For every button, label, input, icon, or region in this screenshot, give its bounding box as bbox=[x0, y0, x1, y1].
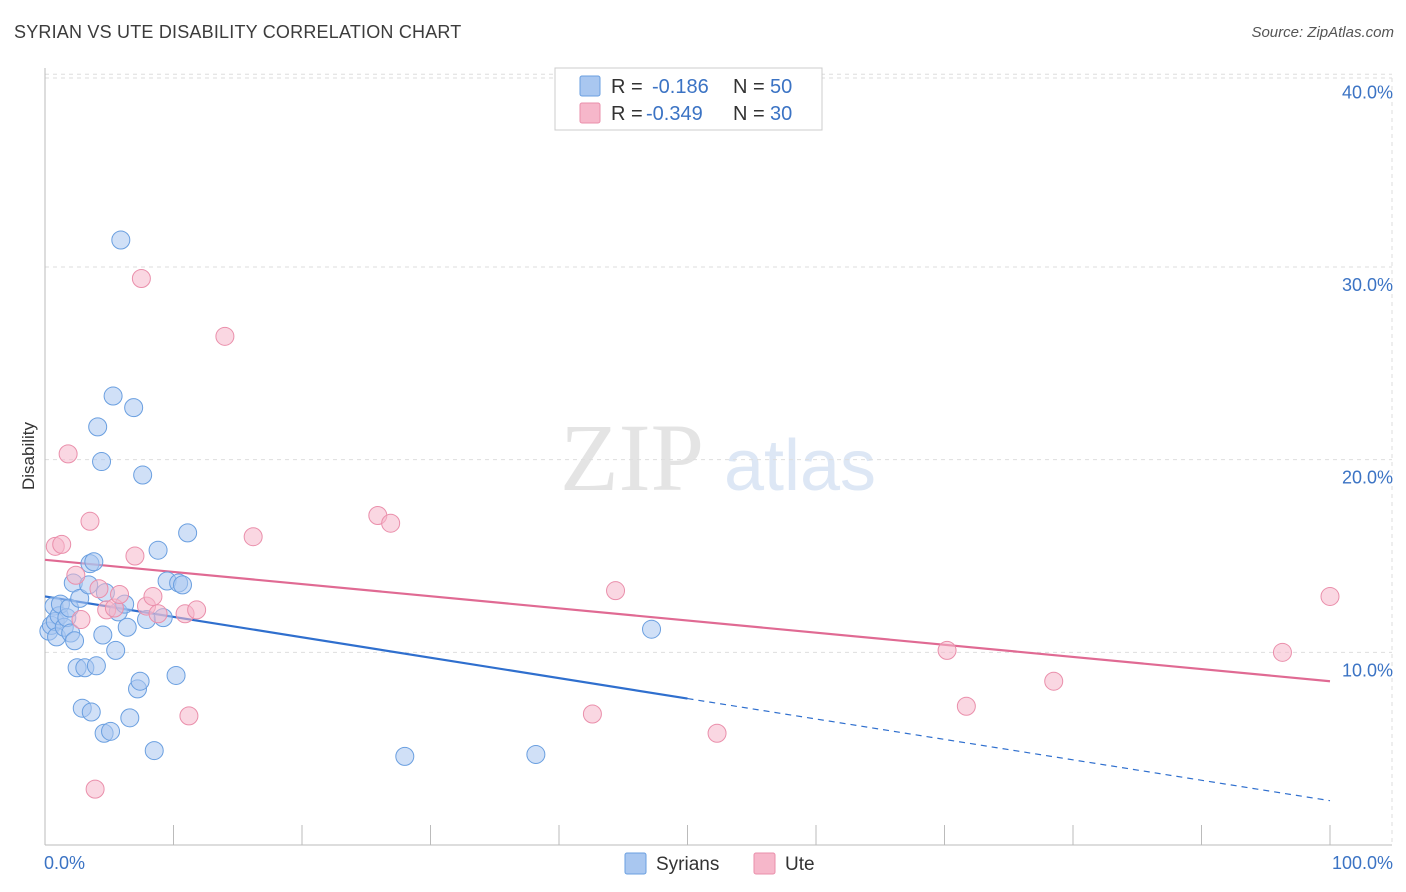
y-tick-label: 10.0% bbox=[1342, 660, 1393, 680]
point-ute bbox=[607, 582, 625, 600]
bottom-legend-label-syrians: Syrians bbox=[656, 854, 719, 875]
point-ute bbox=[67, 566, 85, 584]
bottom-legend-swatch-syrians bbox=[625, 853, 646, 874]
point-syrians bbox=[87, 657, 105, 675]
point-syrians bbox=[145, 742, 163, 760]
point-ute bbox=[149, 605, 167, 623]
point-syrians bbox=[125, 399, 143, 417]
point-ute bbox=[938, 641, 956, 659]
y-axis-label: Disability bbox=[19, 421, 38, 490]
point-ute bbox=[180, 707, 198, 725]
point-syrians bbox=[121, 709, 139, 727]
point-syrians bbox=[396, 747, 414, 765]
point-ute bbox=[72, 611, 90, 629]
y-tick-label: 30.0% bbox=[1342, 275, 1393, 295]
point-ute bbox=[583, 705, 601, 723]
tick-labels: 10.0% 20.0% 30.0% 40.0% 0.0% 100.0% bbox=[44, 82, 1393, 873]
legend-n-value-syrians: 50 bbox=[770, 76, 792, 98]
legend-r-label-ute: R = bbox=[611, 103, 643, 125]
trend-lines bbox=[45, 560, 1330, 801]
point-syrians bbox=[167, 666, 185, 684]
legend-swatch-ute bbox=[580, 103, 600, 123]
point-ute bbox=[90, 580, 108, 598]
point-syrians bbox=[102, 722, 120, 740]
x-tick-label-min: 0.0% bbox=[44, 853, 85, 873]
legend-r-value-ute: -0.349 bbox=[646, 103, 703, 125]
point-ute bbox=[188, 601, 206, 619]
legend-r-value-syrians: -0.186 bbox=[652, 76, 709, 98]
point-ute bbox=[382, 514, 400, 532]
series-legend: Syrians Ute bbox=[625, 853, 815, 875]
legend-n-value-ute: 30 bbox=[770, 103, 792, 125]
bottom-legend-label-ute: Ute bbox=[785, 854, 815, 875]
point-syrians bbox=[134, 466, 152, 484]
y-tick-label: 40.0% bbox=[1342, 82, 1393, 102]
point-ute bbox=[1045, 672, 1063, 690]
point-syrians bbox=[112, 231, 130, 249]
point-syrians bbox=[82, 703, 100, 721]
legend-r-label-syrians: R = bbox=[611, 76, 643, 98]
correlation-legend: R = -0.186 N = 50 R = -0.349 N = 30 bbox=[555, 68, 822, 130]
y-tick-label: 20.0% bbox=[1342, 468, 1393, 488]
point-syrians bbox=[643, 620, 661, 638]
point-syrians bbox=[89, 418, 107, 436]
point-ute bbox=[1321, 587, 1339, 605]
point-syrians bbox=[85, 553, 103, 571]
scatter-chart: ZIP atlas 10.0% 20.0% 30.0% 40.0% 0.0% 100.0%… bbox=[0, 0, 1406, 892]
point-ute bbox=[59, 445, 77, 463]
watermark-zip: ZIP bbox=[560, 404, 704, 511]
point-ute bbox=[244, 528, 262, 546]
point-syrians bbox=[118, 618, 136, 636]
point-ute bbox=[1273, 643, 1291, 661]
point-ute bbox=[216, 327, 234, 345]
point-syrians bbox=[149, 541, 167, 559]
point-syrians bbox=[179, 524, 197, 542]
point-syrians bbox=[173, 576, 191, 594]
point-syrians bbox=[107, 641, 125, 659]
point-ute bbox=[708, 724, 726, 742]
data-points bbox=[40, 231, 1339, 798]
x-tick-label-max: 100.0% bbox=[1332, 853, 1393, 873]
legend-n-label-syrians: N = bbox=[733, 76, 765, 98]
watermark-atlas: atlas bbox=[724, 426, 876, 506]
point-ute bbox=[132, 270, 150, 288]
point-syrians bbox=[131, 672, 149, 690]
trend-line-ute bbox=[45, 560, 1330, 681]
point-ute bbox=[53, 535, 71, 553]
point-ute bbox=[957, 697, 975, 715]
point-ute bbox=[86, 780, 104, 798]
point-ute bbox=[126, 547, 144, 565]
point-ute bbox=[111, 586, 129, 604]
point-syrians bbox=[527, 745, 545, 763]
point-ute bbox=[81, 512, 99, 530]
point-syrians bbox=[93, 453, 111, 471]
legend-n-label-ute: N = bbox=[733, 103, 765, 125]
point-syrians bbox=[94, 626, 112, 644]
trend-line-extension-syrians bbox=[688, 699, 1331, 801]
bottom-legend-swatch-ute bbox=[754, 853, 775, 874]
point-syrians bbox=[104, 387, 122, 405]
point-ute bbox=[144, 587, 162, 605]
legend-swatch-syrians bbox=[580, 76, 600, 96]
point-syrians bbox=[66, 632, 84, 650]
